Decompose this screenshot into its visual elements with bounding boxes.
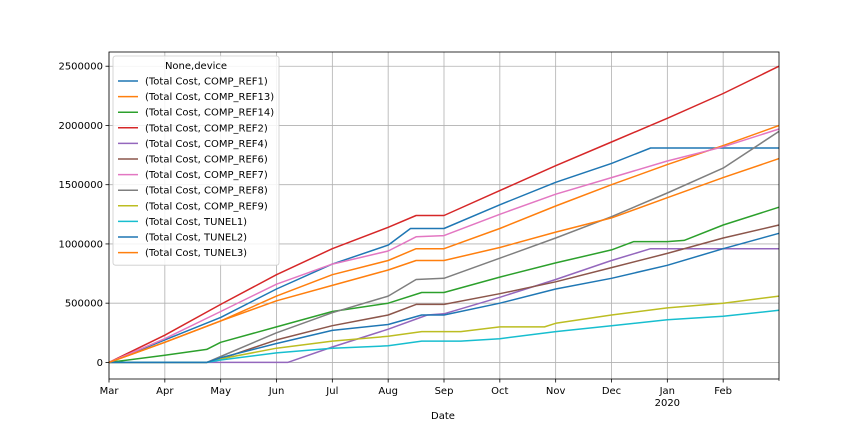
y-tick-label: 2500000: [58, 62, 103, 73]
series-line-0: [108, 147, 779, 364]
x-tick-year-label: 2020: [655, 398, 680, 409]
series-lines: [108, 65, 780, 364]
series-line-4: [109, 247, 779, 364]
x-tick-label: Sep: [435, 386, 454, 397]
legend-entry: (Total Cost, COMP_REF4): [145, 139, 268, 150]
series-line-9: [109, 309, 780, 364]
legend: None,device (Total Cost, COMP_REF1) (Total…: [112, 55, 280, 266]
legend-entry: (Total Cost, COMP_REF7): [145, 170, 268, 181]
x-tick-label: Jun: [268, 386, 285, 397]
x-tick-label: Mar: [100, 386, 120, 397]
y-axis: 0 500000 1000000 1500000 2000000 2500000: [58, 62, 109, 369]
y-tick-label: 500000: [65, 299, 103, 310]
series-line-8: [109, 295, 780, 364]
x-axis-label: Date: [431, 411, 455, 422]
legend-entry: (Total Cost, COMP_REF8): [145, 186, 268, 197]
series-line-2: [108, 206, 780, 364]
x-tick-label: Apr: [156, 386, 174, 397]
y-tick-label: 1000000: [58, 239, 103, 250]
legend-entry: (Total Cost, COMP_REF9): [145, 201, 268, 212]
legend-entry: (Total Cost, COMP_REF6): [145, 155, 268, 166]
grid-lines: [108, 52, 779, 379]
legend-title: None,device: [165, 61, 227, 72]
y-tick-label: 1500000: [58, 180, 103, 191]
x-tick-label: Aug: [378, 386, 398, 397]
legend-entry: (Total Cost, COMP_REF1): [145, 77, 268, 88]
legend-box: [112, 55, 280, 266]
x-tick-label: Oct: [491, 386, 508, 397]
series-line-3: [108, 65, 780, 364]
series-line-7: [109, 130, 780, 364]
x-tick-label: Jul: [325, 386, 338, 397]
x-tick-label: Dec: [602, 386, 621, 397]
series-line-6: [108, 128, 780, 364]
x-tick-label: Nov: [546, 386, 566, 397]
x-tick-label: Feb: [714, 386, 732, 397]
legend-entry: (Total Cost, TUNEL2): [145, 233, 247, 244]
y-tick-label: 2000000: [58, 121, 103, 132]
legend-entry: (Total Cost, TUNEL1): [145, 217, 247, 228]
x-tick-label: Jan: [659, 386, 675, 397]
legend-entry: (Total Cost, COMP_REF13): [145, 92, 274, 103]
legend-entry: (Total Cost, COMP_REF2): [145, 123, 268, 134]
series-line-11: [108, 157, 780, 364]
legend-entry: (Total Cost, COMP_REF14): [145, 108, 274, 119]
legend-entry: (Total Cost, TUNEL3): [145, 248, 247, 259]
x-tick-label: May: [210, 386, 231, 397]
series-line-10: [109, 232, 780, 364]
y-tick-label: 0: [97, 358, 103, 369]
